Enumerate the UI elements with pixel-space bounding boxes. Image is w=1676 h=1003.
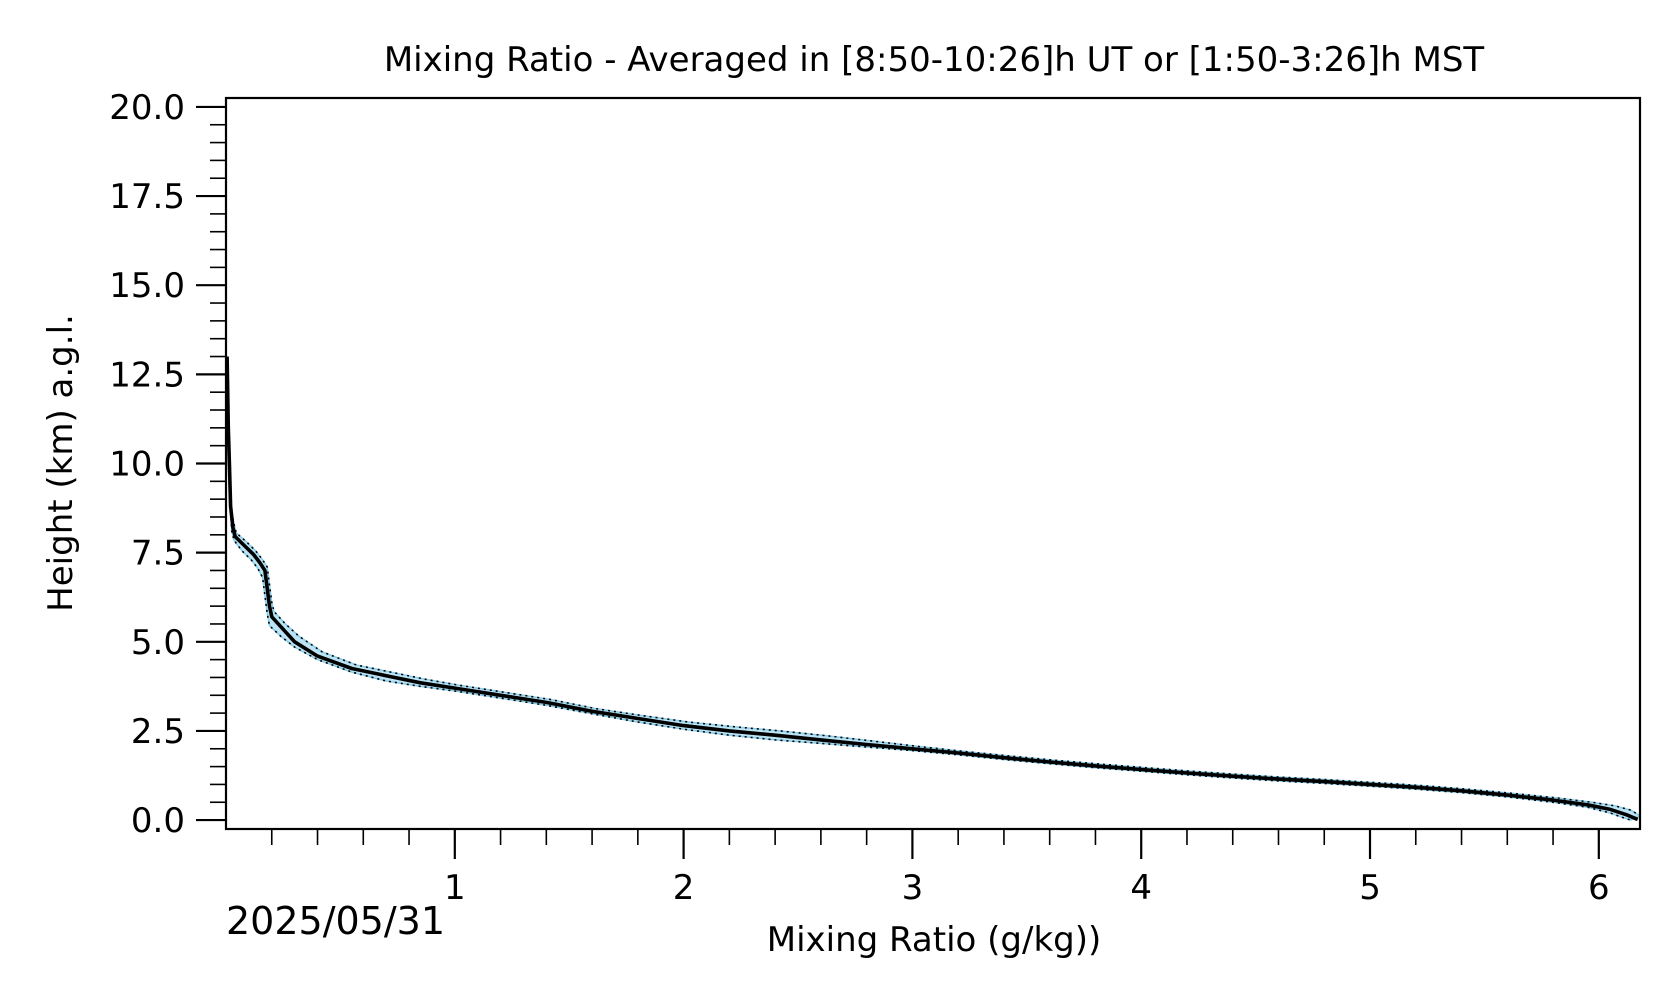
y-tick-label: 10.0: [109, 445, 185, 485]
y-tick-label: 12.5: [109, 355, 185, 395]
x-tick-label: 6: [1588, 868, 1610, 908]
y-axis-label: Height (km) a.g.l.: [41, 314, 81, 612]
y-tick-label: 5.0: [131, 623, 185, 663]
x-tick-label: 1: [444, 868, 466, 908]
y-tick-label: 17.5: [109, 177, 185, 217]
plot-frame: [224, 96, 1642, 831]
y-axis: 0.0 2.5 5.0 7.5 10.0 12.5 15.0 17.5 20.0: [109, 88, 226, 841]
x-tick-label: 3: [902, 868, 924, 908]
y-tick-label: 2.5: [131, 712, 185, 752]
x-axis: 1 2 3 4 5 6: [270, 829, 1610, 908]
date-label: 2025/05/31: [226, 899, 445, 943]
x-tick-label: 5: [1359, 868, 1381, 908]
plot-area: [226, 356, 1640, 822]
x-tick-label: 4: [1130, 868, 1152, 908]
chart-title: Mixing Ratio - Averaged in [8:50-10:26]h…: [384, 40, 1485, 80]
mean-profile-line: [226, 356, 1639, 822]
x-axis-label: Mixing Ratio (g/kg)): [767, 920, 1102, 960]
y-tick-label: 7.5: [131, 534, 185, 574]
x-tick-label: 2: [673, 868, 695, 908]
y-tick-label: 0.0: [131, 801, 185, 841]
y-tick-label: 20.0: [109, 88, 185, 128]
y-tick-label: 15.0: [109, 266, 185, 306]
